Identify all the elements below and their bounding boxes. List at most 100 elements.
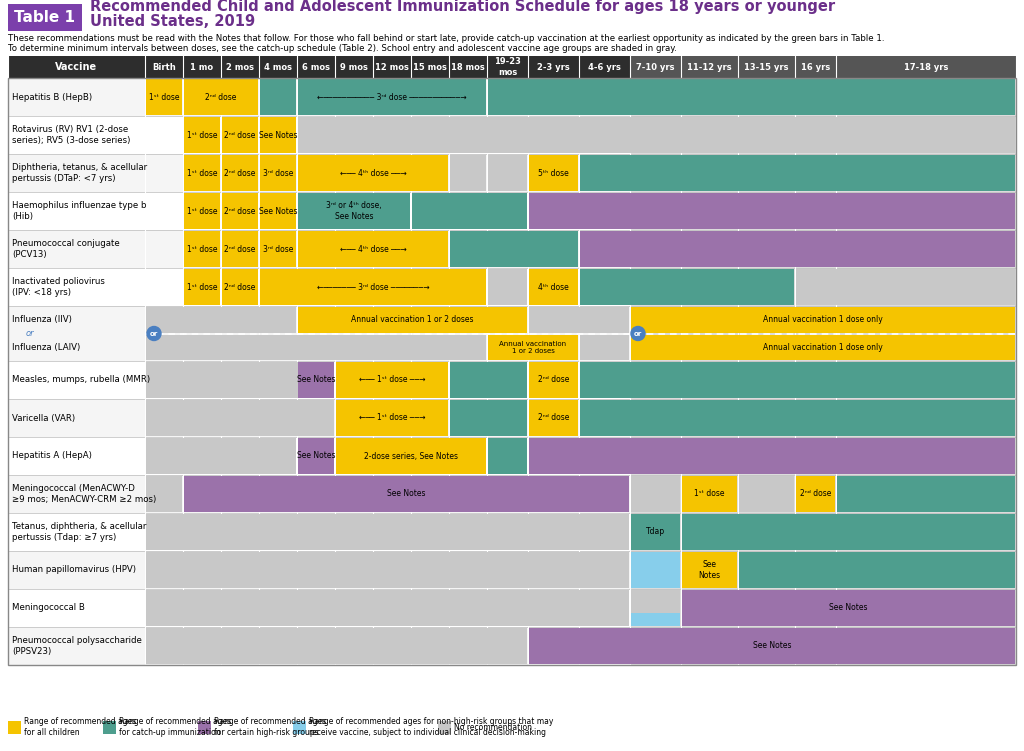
Bar: [146, 590, 629, 626]
Bar: [631, 307, 1015, 333]
Bar: [795, 437, 836, 475]
Bar: [8, 78, 1016, 116]
Bar: [836, 437, 1016, 475]
Bar: [795, 306, 836, 361]
Bar: [8, 589, 1016, 627]
Bar: [738, 589, 795, 627]
Bar: [8, 116, 1016, 154]
Text: Vaccine: Vaccine: [55, 62, 97, 72]
Bar: [222, 269, 258, 305]
Bar: [529, 307, 629, 333]
Bar: [580, 362, 1015, 398]
Bar: [681, 78, 738, 116]
Text: Table 1: Table 1: [14, 11, 76, 26]
Bar: [682, 514, 1015, 550]
Bar: [222, 155, 258, 191]
Text: 2ⁿᵈ dose: 2ⁿᵈ dose: [224, 245, 256, 254]
Bar: [796, 269, 1015, 305]
Text: See Notes: See Notes: [387, 490, 426, 499]
Text: Range of recommended ages
for all children: Range of recommended ages for all childr…: [24, 717, 136, 737]
Bar: [630, 78, 681, 116]
Bar: [184, 79, 258, 115]
Bar: [738, 437, 795, 475]
Bar: [738, 154, 795, 192]
Bar: [681, 116, 738, 154]
Text: 17-18 yrs: 17-18 yrs: [904, 62, 948, 71]
Bar: [146, 400, 334, 436]
Bar: [681, 627, 738, 665]
Bar: [184, 155, 220, 191]
Text: 1ˢᵗ dose: 1ˢᵗ dose: [186, 168, 217, 177]
Bar: [836, 116, 1016, 154]
Circle shape: [631, 327, 645, 340]
Bar: [450, 362, 527, 398]
Bar: [630, 192, 681, 230]
Bar: [298, 193, 410, 229]
Bar: [836, 589, 1016, 627]
Bar: [336, 362, 449, 398]
Bar: [8, 475, 1016, 513]
Text: 2ⁿᵈ dose: 2ⁿᵈ dose: [224, 168, 256, 177]
Bar: [738, 475, 795, 513]
Bar: [529, 269, 578, 305]
Bar: [580, 231, 1015, 267]
Bar: [449, 56, 487, 78]
Bar: [739, 552, 1015, 588]
Bar: [298, 117, 1015, 153]
Text: or: or: [26, 329, 35, 338]
Bar: [681, 475, 738, 513]
Text: Range of recommended ages
for certain high-risk groups: Range of recommended ages for certain hi…: [214, 717, 327, 737]
Bar: [795, 399, 836, 437]
Text: 2-dose series, See Notes: 2-dose series, See Notes: [364, 451, 458, 460]
Text: 15 mos: 15 mos: [413, 62, 446, 71]
Bar: [682, 590, 1015, 626]
Text: Range of recommended ages
for catch-up immunization: Range of recommended ages for catch-up i…: [119, 717, 231, 737]
Bar: [630, 230, 681, 268]
Text: ←─────── 3ʳᵈ dose ───────→: ←─────── 3ʳᵈ dose ───────→: [316, 282, 429, 291]
Bar: [836, 551, 1016, 589]
Text: See Notes: See Notes: [297, 451, 335, 460]
Bar: [8, 268, 1016, 306]
Bar: [336, 438, 486, 474]
Bar: [630, 437, 681, 475]
Bar: [8, 437, 1016, 475]
Text: 2ⁿᵈ dose: 2ⁿᵈ dose: [206, 92, 237, 101]
Bar: [8, 551, 1016, 589]
Bar: [529, 155, 578, 191]
Bar: [488, 79, 1015, 115]
Bar: [795, 475, 836, 513]
Bar: [488, 155, 527, 191]
Bar: [681, 154, 738, 192]
Text: 3ʳᵈ dose: 3ʳᵈ dose: [263, 168, 293, 177]
Bar: [795, 116, 836, 154]
Bar: [146, 307, 296, 333]
Bar: [8, 78, 1016, 665]
Bar: [795, 361, 836, 399]
Text: These recommendations must be read with the Notes that follow. For those who fal: These recommendations must be read with …: [8, 34, 885, 53]
Bar: [738, 627, 795, 665]
Text: 9 mos: 9 mos: [340, 62, 368, 71]
Text: 4ᵗʰ dose: 4ᵗʰ dose: [539, 282, 569, 291]
Bar: [738, 230, 795, 268]
Bar: [630, 116, 681, 154]
Bar: [837, 476, 1015, 512]
Text: Influenza (IIV): Influenza (IIV): [12, 315, 72, 324]
Text: See
Notes: See Notes: [698, 560, 721, 580]
Bar: [836, 361, 1016, 399]
Bar: [260, 269, 486, 305]
Text: ←─────────── 3ʳᵈ dose ───────────→: ←─────────── 3ʳᵈ dose ───────────→: [317, 92, 467, 101]
Text: See Notes: See Notes: [259, 207, 297, 216]
Bar: [738, 78, 795, 116]
Text: Annual vaccination 1 dose only: Annual vaccination 1 dose only: [763, 342, 883, 351]
Bar: [412, 193, 527, 229]
Text: Range of recommended ages for non-high-risk groups that may
receive vaccine, sub: Range of recommended ages for non-high-r…: [309, 717, 553, 737]
Bar: [682, 552, 737, 588]
Bar: [836, 192, 1016, 230]
Text: 1ˢᵗ dose: 1ˢᵗ dose: [186, 207, 217, 216]
Bar: [146, 628, 527, 664]
Bar: [738, 513, 795, 551]
Text: or: or: [634, 330, 642, 336]
Bar: [630, 589, 681, 627]
Bar: [580, 334, 629, 360]
Text: Influenza (LAIV): Influenza (LAIV): [12, 342, 80, 351]
